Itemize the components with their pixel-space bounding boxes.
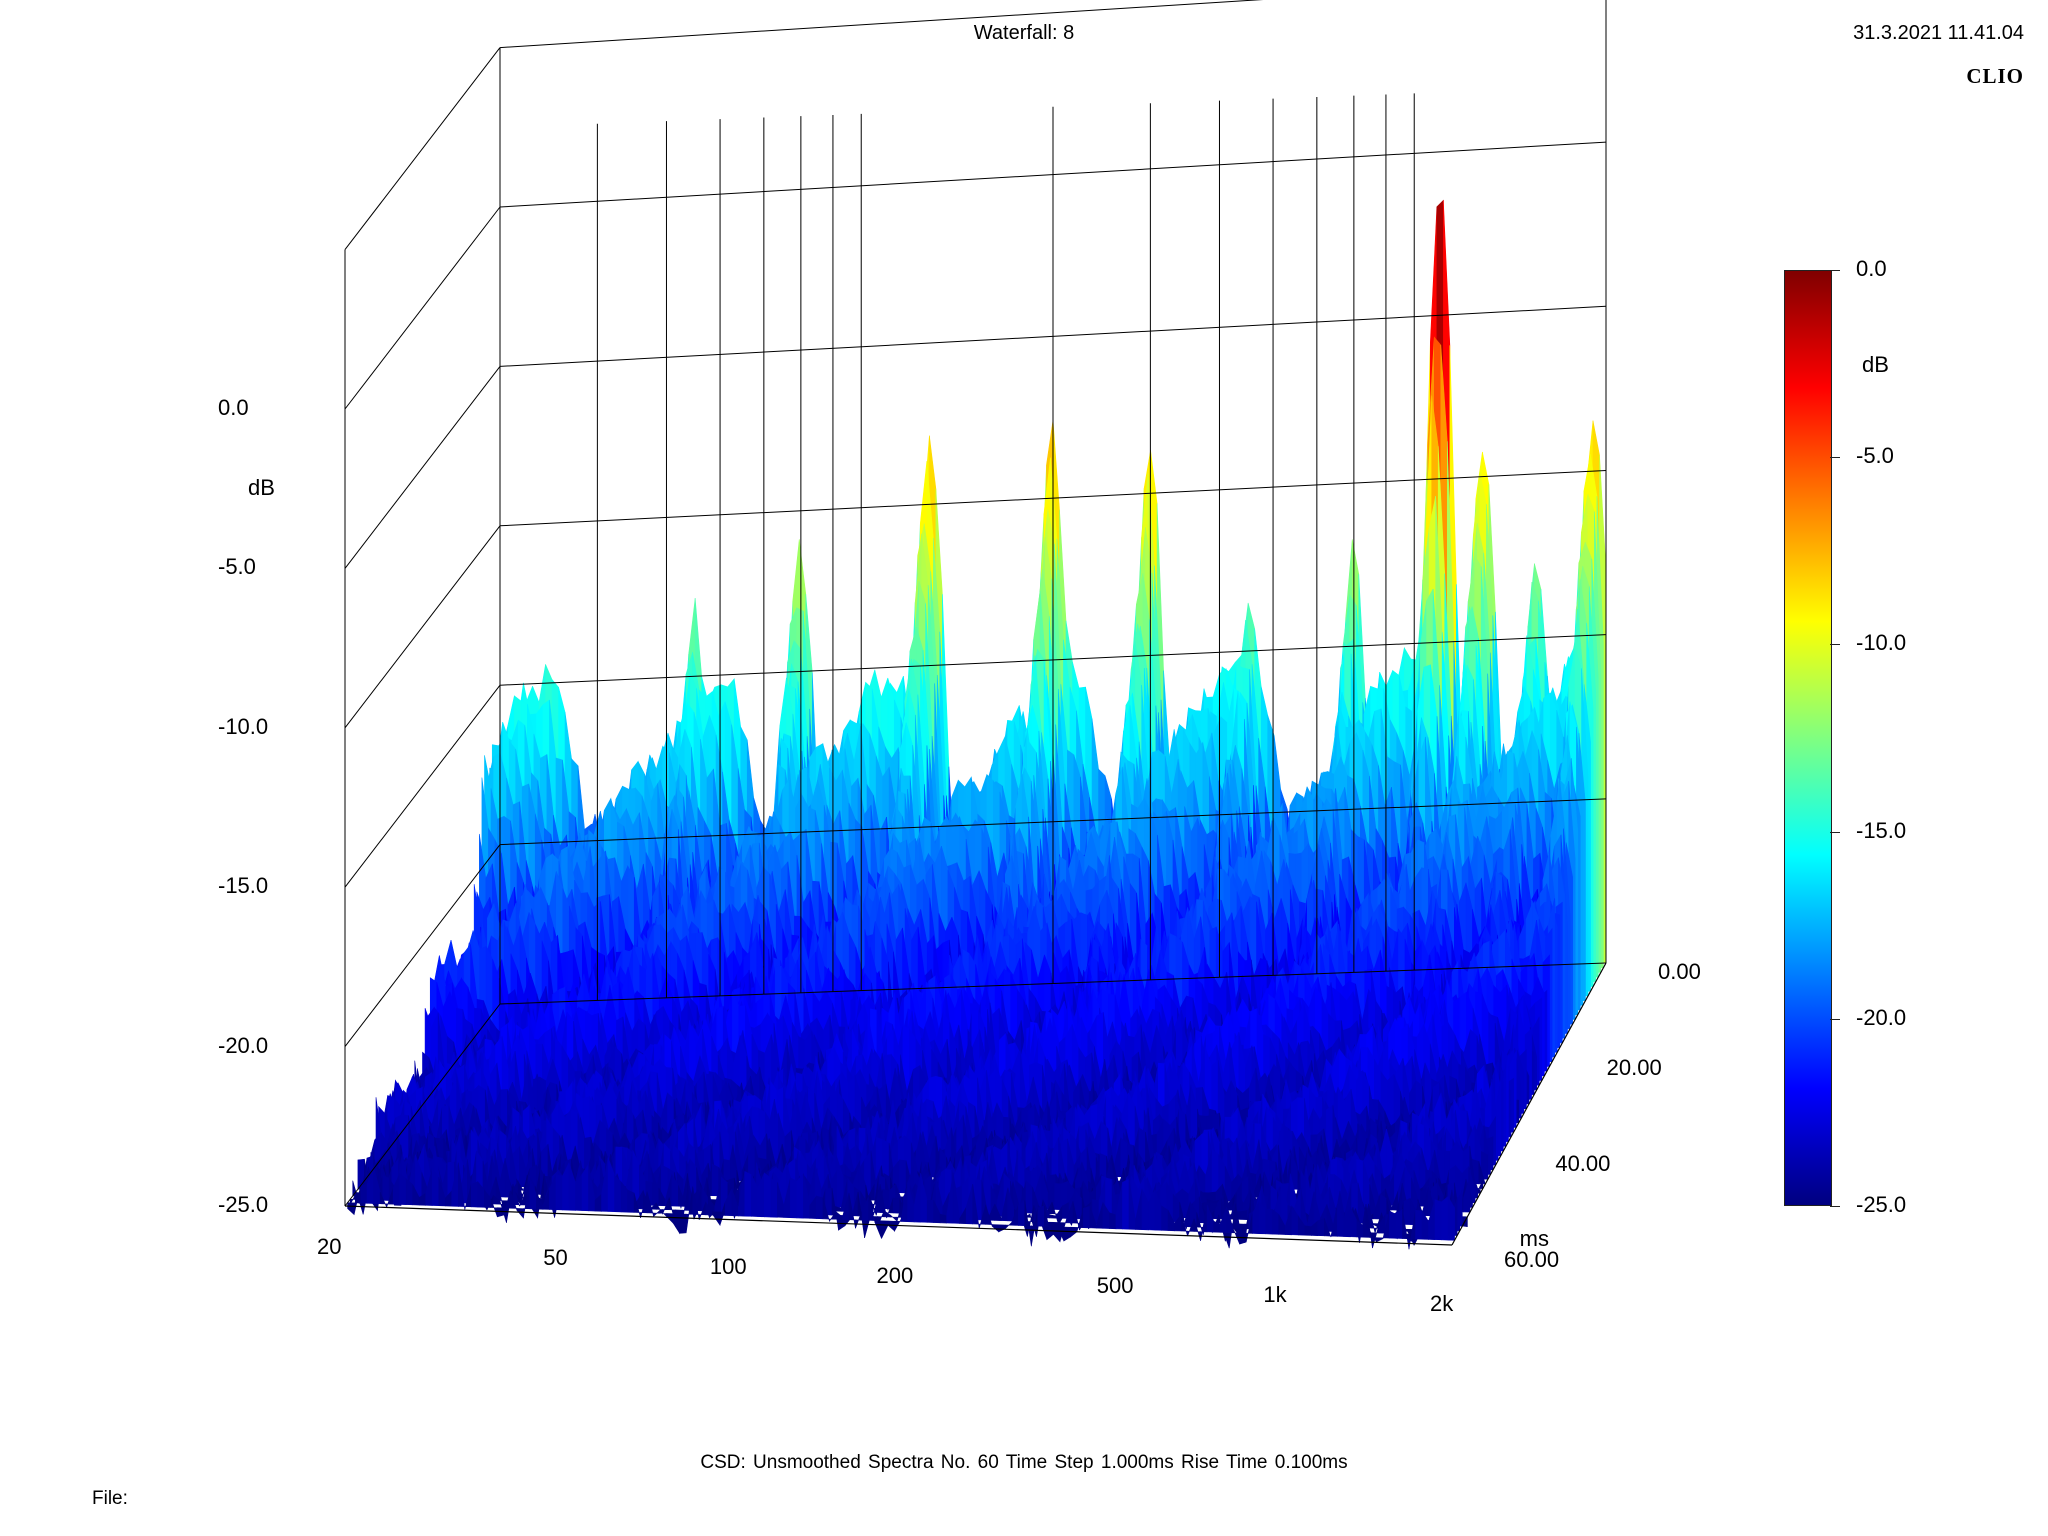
timestamp: 31.3.2021 11.41.04 — [1853, 22, 2024, 44]
clio-logo: CLIO — [1966, 64, 2024, 88]
chart-title: Waterfall: 8 — [973, 22, 1075, 44]
waterfall-surface — [347, 199, 1607, 1250]
